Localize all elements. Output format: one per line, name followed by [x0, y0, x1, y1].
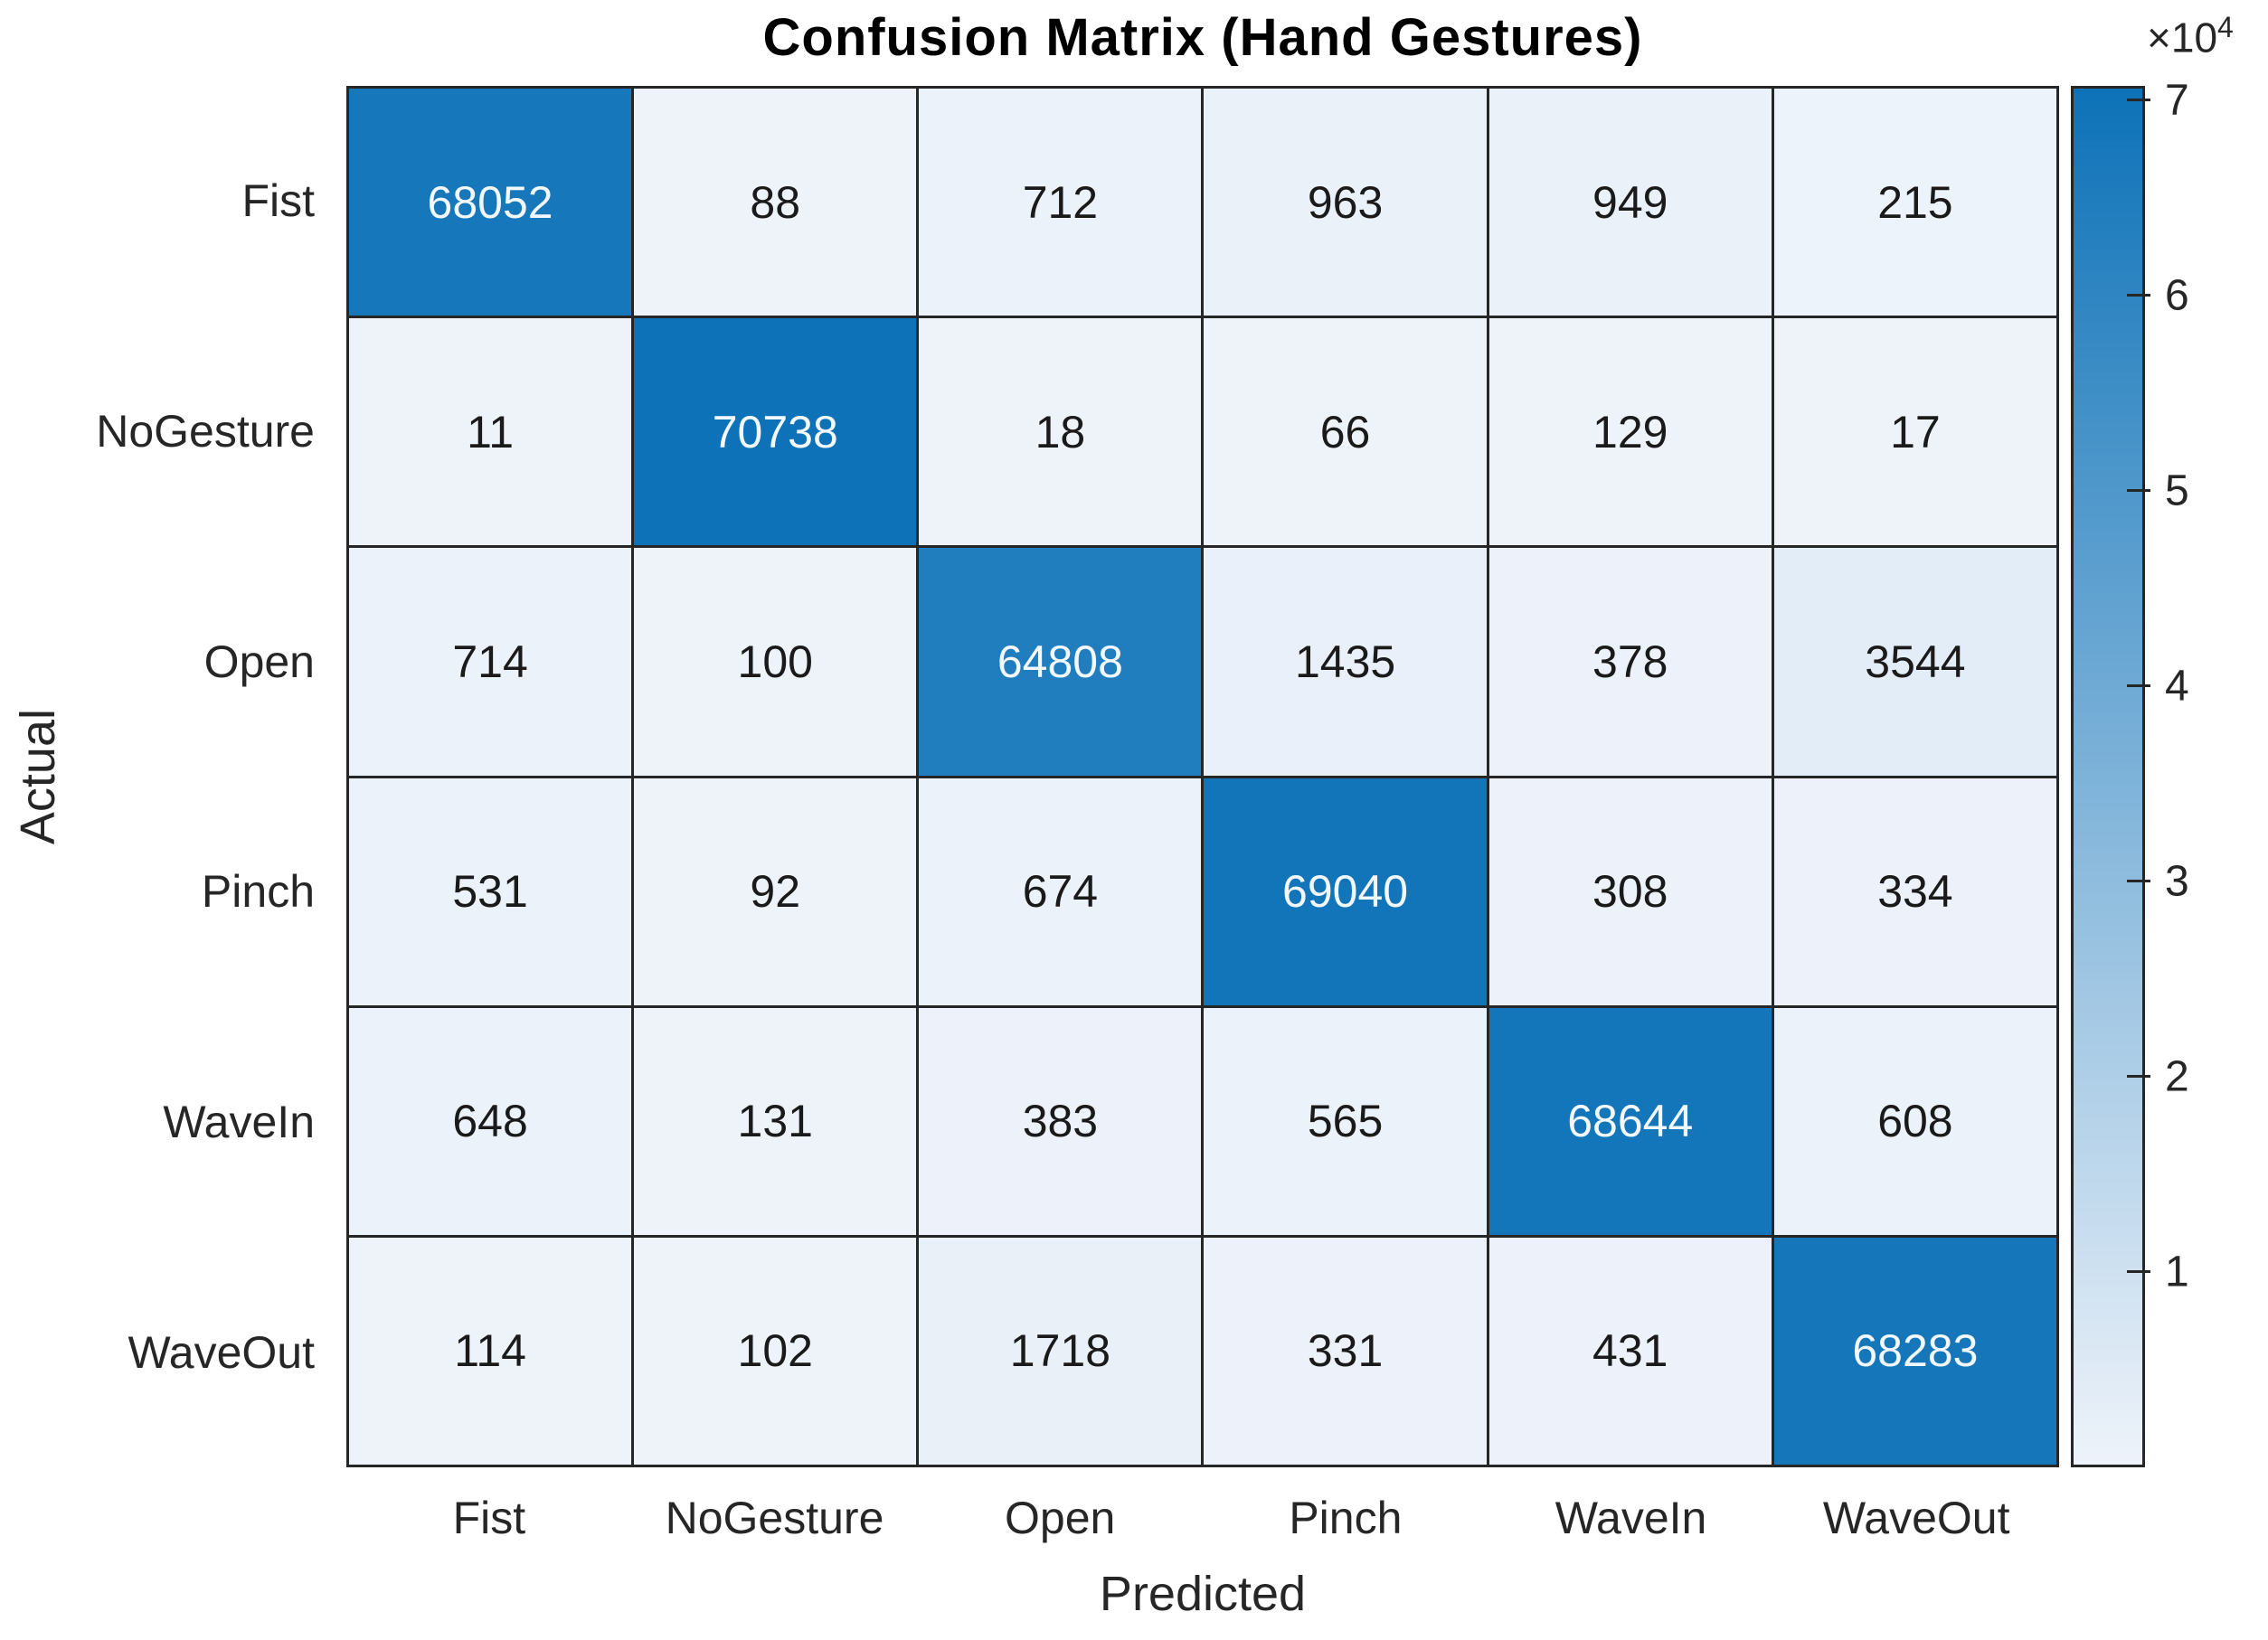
colorbar-gradient [2071, 86, 2145, 1467]
colorbar-tick-label: 6 [2165, 271, 2189, 320]
y-axis-tick-labels: Fist NoGesture Open Pinch WaveIn WaveOut [0, 86, 329, 1467]
matrix-cell: 100 [634, 548, 917, 776]
matrix-cell: 712 [919, 89, 1202, 316]
colorbar-tick-mark [2127, 1075, 2150, 1079]
matrix-cell: 334 [1773, 778, 2056, 1005]
matrix-cell: 431 [1488, 1237, 1772, 1465]
row-label: WaveIn [163, 1097, 315, 1148]
matrix-cell: 565 [1204, 1007, 1487, 1235]
colorbar-tick-mark [2127, 99, 2150, 102]
matrix-cell: 114 [349, 1237, 632, 1465]
chart-title: Confusion Matrix (Hand Gestures) [762, 8, 1643, 67]
colorbar-tick-mark [2127, 880, 2150, 883]
colorbar-exponent-label: ×104 [2147, 11, 2234, 61]
matrix-cell: 1435 [1204, 548, 1487, 776]
matrix-cell: 215 [1773, 89, 2056, 316]
matrix-cell: 714 [349, 548, 632, 776]
x-axis-tick-labels: Fist NoGesture Open Pinch WaveIn WaveOut [346, 1492, 2059, 1544]
matrix-cell: 68644 [1488, 1007, 1772, 1235]
matrix-cell: 92 [634, 778, 917, 1005]
matrix-cell: 70738 [634, 318, 917, 546]
col-label: Fist [452, 1493, 526, 1543]
colorbar-tick-label: 1 [2165, 1248, 2189, 1296]
colorbar-multiplier-text: ×10 [2147, 14, 2218, 61]
colorbar-tick-label: 3 [2165, 857, 2189, 906]
colorbar-tick-label: 4 [2165, 662, 2189, 711]
heatmap-grid: 68052 88 712 963 949 215 11 70738 18 66 129 17 714 10… [346, 86, 2059, 1467]
matrix-cell: 648 [349, 1007, 632, 1235]
matrix-cell: 3544 [1773, 548, 2056, 776]
colorbar-exponent-value: 4 [2217, 11, 2234, 43]
col-label: Open [1005, 1493, 1116, 1543]
matrix-cell: 66 [1204, 318, 1487, 546]
matrix-cell: 17 [1773, 318, 2056, 546]
matrix-cell: 674 [919, 778, 1202, 1005]
col-label: Pinch [1289, 1493, 1403, 1543]
row-label: WaveOut [128, 1326, 315, 1378]
matrix-cell: 131 [634, 1007, 917, 1235]
matrix-cell: 69040 [1204, 778, 1487, 1005]
matrix-cell: 68283 [1773, 1237, 2056, 1465]
colorbar: 1 2 3 4 5 6 7 [2071, 76, 2268, 1467]
matrix-cell: 11 [349, 318, 632, 546]
matrix-cell: 1718 [919, 1237, 1202, 1465]
row-label: Pinch [201, 866, 315, 918]
matrix-cell: 963 [1204, 89, 1487, 316]
colorbar-tick-mark [2127, 489, 2150, 493]
colorbar-tick-mark [2127, 684, 2150, 688]
matrix-cell: 102 [634, 1237, 917, 1465]
col-label: WaveOut [1822, 1493, 2010, 1543]
x-axis-title: Predicted [1099, 1567, 1307, 1621]
matrix-cell: 608 [1773, 1007, 2056, 1235]
matrix-cell: 68052 [349, 89, 632, 316]
matrix-cell: 383 [919, 1007, 1202, 1235]
colorbar-tick-label: 5 [2165, 467, 2189, 515]
colorbar-tick-label: 7 [2165, 76, 2189, 125]
row-label: NoGesture [96, 406, 315, 457]
matrix-cell: 308 [1488, 778, 1772, 1005]
colorbar-tick-mark [2127, 1270, 2150, 1274]
row-label: Fist [241, 175, 315, 227]
matrix-cell: 18 [919, 318, 1202, 546]
matrix-cell: 531 [349, 778, 632, 1005]
row-label: Open [203, 636, 315, 687]
matrix-cell: 331 [1204, 1237, 1487, 1465]
col-label: WaveIn [1555, 1493, 1707, 1543]
col-label: NoGesture [665, 1493, 884, 1543]
colorbar-tick-mark [2127, 294, 2150, 297]
colorbar-tick-label: 2 [2165, 1052, 2189, 1101]
matrix-cell: 949 [1488, 89, 1772, 316]
matrix-cell: 64808 [919, 548, 1202, 776]
matrix-cell: 129 [1488, 318, 1772, 546]
matrix-cell: 88 [634, 89, 917, 316]
matrix-cell: 378 [1488, 548, 1772, 776]
